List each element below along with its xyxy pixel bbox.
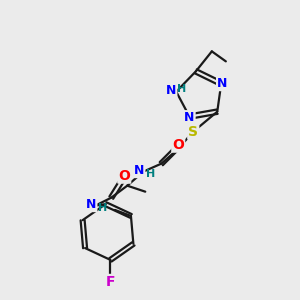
Text: O: O xyxy=(172,138,184,152)
Text: O: O xyxy=(118,169,130,183)
Text: H: H xyxy=(177,84,186,94)
Text: N: N xyxy=(184,111,195,124)
Text: N: N xyxy=(166,84,176,97)
Text: S: S xyxy=(188,125,198,139)
Text: N: N xyxy=(86,198,97,211)
Text: H: H xyxy=(98,203,107,213)
Text: N: N xyxy=(134,164,145,177)
Text: F: F xyxy=(106,275,115,289)
Text: N: N xyxy=(217,77,227,90)
Text: H: H xyxy=(146,169,155,179)
